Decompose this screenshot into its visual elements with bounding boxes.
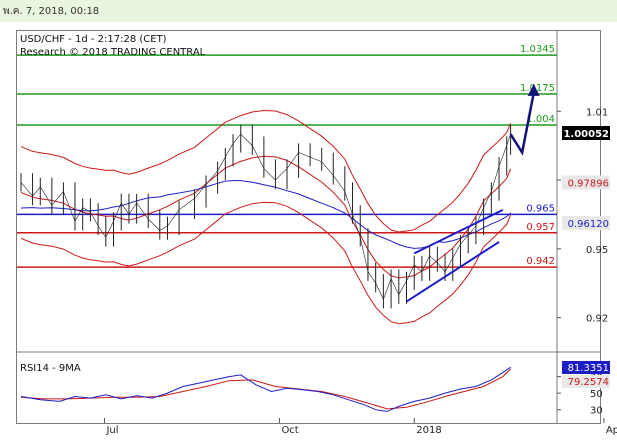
x-tick-label: Oct [281,425,298,436]
price-tag-label: 0.96120 [568,219,609,230]
y-tick-label: 0.95 [586,245,608,256]
rsi-title: RSI14 - 9MA [20,363,81,374]
rsi-ma-tag: 79.2574 [568,377,609,388]
chart-subtitle: Research © 2018 TRADING CENTRAL [20,47,206,58]
rsi-tick-label: 30 [590,406,603,417]
level-label: 0.957 [526,222,555,233]
y-tick-label: 0.92 [586,314,608,325]
level-label: 0.942 [526,256,555,267]
lower-band-line [20,201,512,325]
upper-band-line [20,109,512,233]
price-tag-bg [562,125,610,140]
chart-title: USD/CHF - 1d - 2:17:28 (CET) [20,34,167,45]
price-tag-bg [562,175,610,190]
price-tag-label: 0.97896 [568,178,609,189]
x-tick-label: 2018 [416,425,441,436]
channel-upper-line [413,208,504,255]
price-line [20,133,511,301]
rsi-line [20,366,511,412]
projection-arrow-head [527,83,540,96]
timestamp-label: พ.ค. 7, 2018, 00:18 [3,6,100,17]
level-label: 1.0345 [520,44,555,55]
channel-lower-line [405,241,500,303]
rsi-value-tag-bg [562,361,610,374]
timestamp-bar: พ.ค. 7, 2018, 00:18 [0,0,617,22]
rsi-tick-label: 50 [590,389,603,400]
rsi-ma-tag-bg [562,375,610,388]
price-tag-bg [562,216,610,231]
rsi-value-tag: 81.3351 [568,363,609,374]
price-tag-label: 1.00052 [563,129,609,140]
level-label: 0.965 [526,203,555,214]
level-label: 1.004 [526,114,555,125]
projection-arrow [509,92,535,156]
x-tick-label: Jul [105,425,118,436]
x-tick-label: Apr [606,425,617,436]
y-tick-label: 1.01 [586,107,608,118]
moving-average-line [20,180,511,249]
level-label: 1.0175 [520,83,555,94]
